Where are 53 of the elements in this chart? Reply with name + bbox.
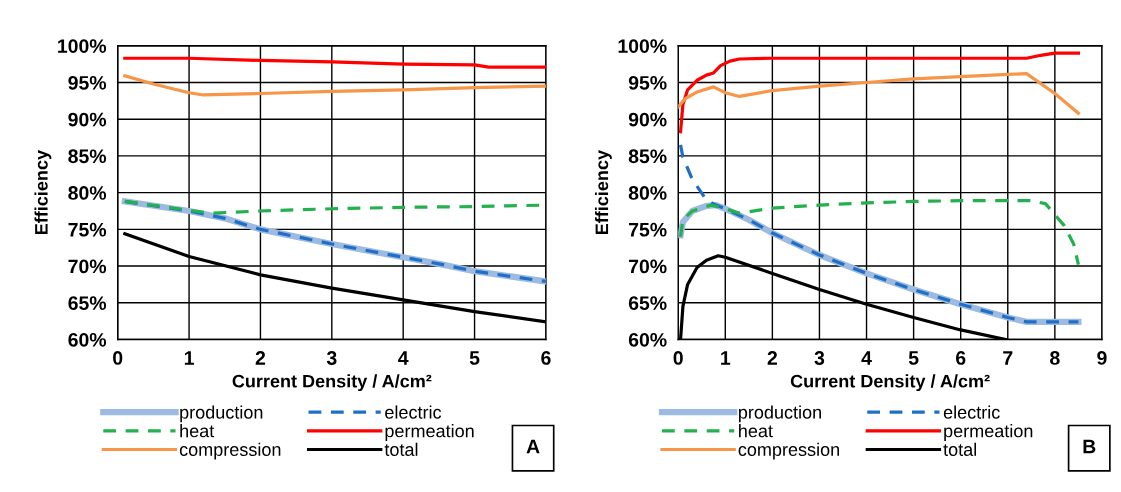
y-tick-label: 80% xyxy=(628,186,667,200)
legend-label: electric xyxy=(385,405,442,419)
y-axis-title: Efficiency xyxy=(594,150,612,235)
legend-label: production xyxy=(738,405,821,423)
x-tick-label: 8 xyxy=(1050,351,1060,365)
y-tick-label: 85% xyxy=(68,149,107,164)
legend-label: compression xyxy=(738,442,840,460)
legend-label: heat xyxy=(180,424,215,438)
legend-label: compression xyxy=(179,442,281,460)
y-tick-label: 95% xyxy=(68,75,107,90)
y-tick-label: 100% xyxy=(58,39,107,53)
y-tick-label: 85% xyxy=(628,149,667,164)
x-tick-label: 5 xyxy=(908,351,919,365)
legend-label: total xyxy=(943,442,977,456)
y-tick-label: 95% xyxy=(628,75,667,90)
y-tick-label: 65% xyxy=(628,296,667,310)
x-tick-label: 6 xyxy=(541,351,551,365)
x-axis-title: Current Density / A/cm² xyxy=(790,374,990,392)
x-tick-label: 3 xyxy=(326,351,337,365)
y-tick-label: 90% xyxy=(628,112,667,127)
y-tick-label: 100% xyxy=(618,39,667,53)
x-axis-title: Current Density / A/cm² xyxy=(232,374,432,392)
x-tick-label: 6 xyxy=(956,351,966,365)
x-tick-label: 9 xyxy=(1097,351,1107,365)
x-tick-label: 4 xyxy=(398,351,409,365)
x-tick-label: 1 xyxy=(184,351,194,365)
x-tick-label: 0 xyxy=(113,351,123,365)
x-tick-label: 3 xyxy=(814,351,825,365)
y-tick-label: 90% xyxy=(68,112,107,127)
legend-label: electric xyxy=(943,405,1000,419)
x-tick-label: 4 xyxy=(861,351,872,365)
text: B xyxy=(1083,439,1096,454)
x-tick-label: 7 xyxy=(1003,351,1013,365)
y-tick-label: 60% xyxy=(68,332,107,347)
y-tick-label: 65% xyxy=(68,296,107,310)
y-tick-label: 70% xyxy=(629,259,667,274)
x-tick-label: 0 xyxy=(673,351,683,365)
y-tick-label: 70% xyxy=(68,259,107,274)
y-tick-label: 75% xyxy=(68,222,107,237)
legend-label: permeation xyxy=(385,424,474,441)
text: A xyxy=(526,439,540,454)
legend-label: permeation xyxy=(944,424,1033,441)
legend-label: total xyxy=(384,442,418,456)
x-tick-label: 2 xyxy=(255,351,266,365)
y-axis-title: Efficiency xyxy=(34,150,52,235)
x-tick-label: 1 xyxy=(721,351,731,365)
x-tick-label: 2 xyxy=(767,351,777,365)
legend-label: production xyxy=(180,405,263,423)
x-tick-label: 5 xyxy=(469,351,480,365)
y-tick-label: 75% xyxy=(629,222,667,237)
y-tick-label: 80% xyxy=(68,186,107,200)
y-tick-label: 60% xyxy=(628,332,667,347)
legend-label: heat xyxy=(739,424,773,438)
